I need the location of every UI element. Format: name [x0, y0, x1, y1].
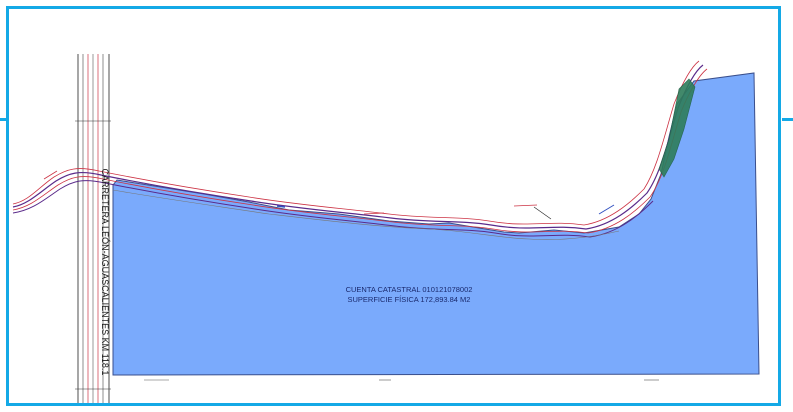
highway-label: CARRETERA LEÓN-AGUASCALIENTES KM 118.1 — [100, 169, 110, 376]
river-lines — [12, 60, 708, 240]
river-line-purple-2 — [12, 180, 654, 238]
river-line-red-1 — [12, 60, 700, 226]
annotation-mark-3 — [598, 204, 615, 215]
frame-edge-right — [782, 118, 793, 121]
highway — [75, 54, 111, 403]
river-line-red-2 — [12, 68, 708, 234]
green-channel — [658, 78, 696, 178]
plan-marks — [43, 170, 659, 381]
annotation-mark-5 — [43, 170, 58, 180]
river-line-purple-1 — [12, 64, 704, 230]
parcel-polygon — [112, 72, 760, 376]
cadastral-plan: CUENTA CATASTRAL 010121078002 SUPERFICIE… — [12, 54, 760, 403]
annotation-mark-4 — [276, 205, 286, 208]
annotation-leader — [533, 206, 552, 220]
annotation-mark — [513, 204, 538, 207]
annotation-mark-2 — [363, 212, 385, 215]
map-frame: CUENTA CATASTRAL 010121078002 SUPERFICIE… — [6, 6, 781, 406]
parcel-label-cadastral-account: CUENTA CATASTRAL 010121078002 — [346, 285, 473, 294]
river-line-gray — [112, 189, 620, 240]
parcel-label-surface: SUPERFICIE FÍSICA 172,893.84 M2 — [348, 295, 471, 304]
